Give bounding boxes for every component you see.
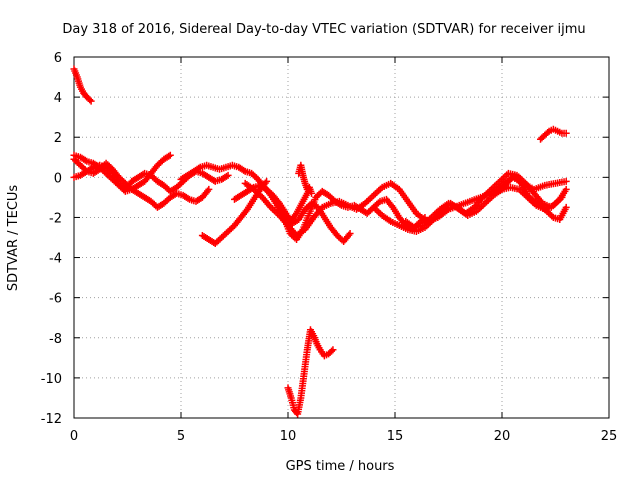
data-point	[544, 129, 552, 137]
data-point	[87, 97, 95, 105]
data-point	[329, 346, 337, 354]
series-arc-11	[284, 326, 337, 418]
data-point	[86, 96, 94, 104]
data-point	[562, 129, 570, 137]
series-arc-10	[295, 161, 316, 197]
y-tick-label: -8	[49, 332, 62, 347]
chart-title: Day 318 of 2016, Sidereal Day-to-day VTE…	[62, 22, 585, 37]
data-point	[562, 203, 570, 211]
x-tick-label: 0	[70, 429, 78, 444]
plot-frame	[73, 56, 610, 419]
y-tick-label: -10	[41, 372, 62, 387]
series-arc-6	[198, 177, 271, 248]
x-tick-label: 10	[280, 429, 297, 444]
y-tick-label: -12	[41, 412, 62, 427]
y-tick-label: -2	[49, 211, 62, 226]
data-point	[562, 185, 570, 193]
y-tick-label: -6	[49, 292, 62, 307]
y-tick-label: -4	[49, 252, 62, 267]
series-arc-15	[498, 171, 570, 223]
x-axis-label: GPS time / hours	[286, 459, 395, 474]
gridlines	[74, 57, 609, 418]
axis-ticks: 0 5 10 15 20 25 -12 -10 -8 -6 -4 -2 0 2 4 6	[41, 51, 618, 444]
data-point	[308, 189, 316, 197]
x-tick-label: 5	[177, 429, 185, 444]
y-tick-label: 6	[54, 51, 62, 66]
y-tick-label: 2	[54, 131, 62, 146]
series-arc-4	[70, 161, 232, 195]
y-tick-label: 0	[54, 171, 62, 186]
data-point	[263, 177, 271, 185]
series-arc-16	[537, 125, 570, 143]
x-tick-label: 20	[494, 429, 511, 444]
data-point	[346, 229, 354, 237]
y-tick-label: 4	[54, 91, 62, 106]
data-point	[224, 171, 232, 179]
x-tick-label: 25	[601, 429, 618, 444]
series-arc-1	[70, 65, 95, 105]
data-point	[166, 151, 174, 159]
y-axis-label: SDTVAR / TECUs	[6, 185, 21, 292]
data-point	[562, 177, 570, 185]
data-point	[205, 185, 213, 193]
data-points	[70, 65, 570, 418]
data-point	[328, 347, 336, 355]
x-tick-label: 15	[387, 429, 404, 444]
